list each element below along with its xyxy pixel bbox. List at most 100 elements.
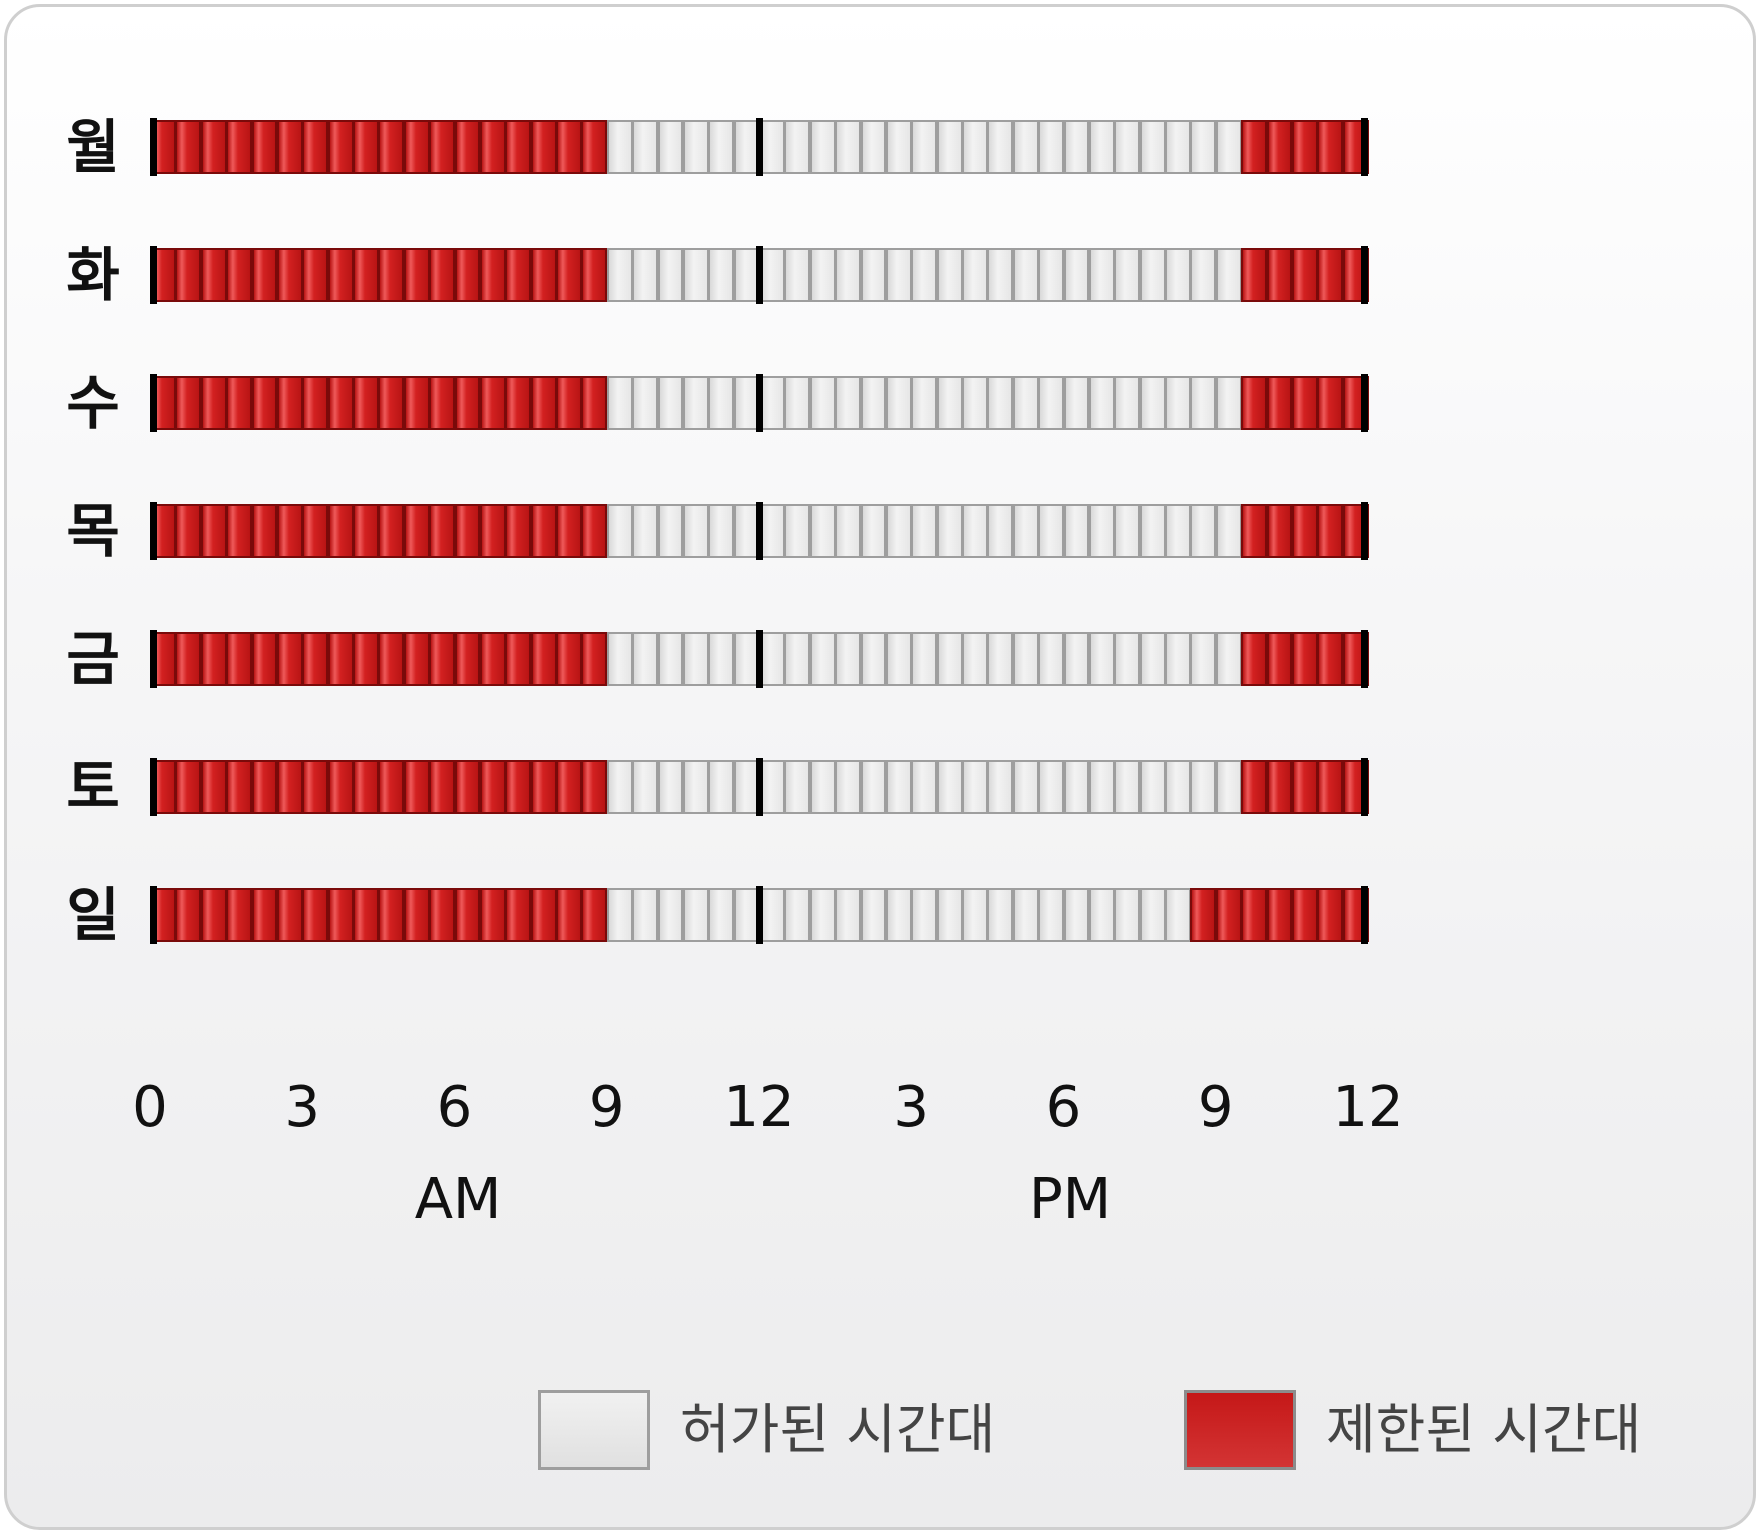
- time-slot[interactable]: [1114, 248, 1141, 302]
- time-slot[interactable]: [885, 888, 912, 942]
- time-slot[interactable]: [936, 120, 963, 174]
- time-slot[interactable]: [581, 504, 608, 558]
- time-slot[interactable]: [1088, 120, 1115, 174]
- time-slot[interactable]: [429, 760, 456, 814]
- time-slot[interactable]: [403, 760, 430, 814]
- time-slot[interactable]: [429, 888, 456, 942]
- time-slot[interactable]: [936, 888, 963, 942]
- time-slot[interactable]: [276, 248, 303, 302]
- time-slot[interactable]: [1114, 376, 1141, 430]
- time-slot[interactable]: [657, 632, 684, 686]
- time-slot[interactable]: [1165, 888, 1191, 942]
- time-slot[interactable]: [835, 120, 862, 174]
- time-slot[interactable]: [226, 248, 253, 302]
- time-slot[interactable]: [860, 632, 887, 686]
- time-slot[interactable]: [1038, 632, 1065, 686]
- time-slot[interactable]: [962, 504, 988, 558]
- time-slot[interactable]: [632, 760, 659, 814]
- time-slot[interactable]: [378, 120, 405, 174]
- time-slot[interactable]: [353, 760, 379, 814]
- time-slot[interactable]: [1063, 248, 1090, 302]
- time-slot[interactable]: [835, 760, 862, 814]
- time-slot[interactable]: [378, 888, 405, 942]
- time-slot[interactable]: [1012, 632, 1039, 686]
- time-slot[interactable]: [1063, 760, 1090, 814]
- time-slot[interactable]: [454, 504, 481, 558]
- time-slot[interactable]: [936, 248, 963, 302]
- time-slot[interactable]: [175, 248, 202, 302]
- time-slot[interactable]: [1165, 248, 1191, 302]
- time-slot[interactable]: [962, 376, 988, 430]
- time-slot[interactable]: [1291, 248, 1318, 302]
- time-slot[interactable]: [1038, 120, 1065, 174]
- time-slot[interactable]: [987, 888, 1014, 942]
- time-slot[interactable]: [759, 120, 785, 174]
- time-slot[interactable]: [1114, 504, 1141, 558]
- time-slot[interactable]: [911, 504, 938, 558]
- time-slot[interactable]: [911, 632, 938, 686]
- time-slot[interactable]: [479, 120, 506, 174]
- time-slot[interactable]: [1038, 248, 1065, 302]
- time-slot[interactable]: [479, 376, 506, 430]
- time-slot[interactable]: [1190, 888, 1217, 942]
- time-slot[interactable]: [454, 376, 481, 430]
- time-slot[interactable]: [505, 120, 532, 174]
- time-slot[interactable]: [809, 248, 836, 302]
- time-slot[interactable]: [276, 504, 303, 558]
- time-slot[interactable]: [657, 504, 684, 558]
- time-slot[interactable]: [556, 376, 582, 430]
- time-slot[interactable]: [1317, 888, 1344, 942]
- time-slot[interactable]: [276, 376, 303, 430]
- time-slot[interactable]: [429, 632, 456, 686]
- time-slot[interactable]: [911, 376, 938, 430]
- time-slot[interactable]: [454, 248, 481, 302]
- time-slot[interactable]: [784, 760, 811, 814]
- time-slot[interactable]: [657, 248, 684, 302]
- time-slot[interactable]: [1190, 632, 1217, 686]
- time-slot[interactable]: [759, 248, 785, 302]
- time-slot[interactable]: [1241, 504, 1268, 558]
- time-slot[interactable]: [200, 632, 227, 686]
- time-slot[interactable]: [885, 120, 912, 174]
- time-slot[interactable]: [1266, 120, 1293, 174]
- time-slot[interactable]: [1012, 120, 1039, 174]
- time-slot[interactable]: [251, 504, 278, 558]
- time-slot[interactable]: [200, 120, 227, 174]
- time-slot[interactable]: [1088, 760, 1115, 814]
- time-slot[interactable]: [302, 632, 329, 686]
- time-slot[interactable]: [1114, 760, 1141, 814]
- time-slot[interactable]: [936, 632, 963, 686]
- time-slot[interactable]: [581, 248, 608, 302]
- time-slot[interactable]: [175, 376, 202, 430]
- time-slot[interactable]: [403, 504, 430, 558]
- time-slot[interactable]: [403, 376, 430, 430]
- time-slot[interactable]: [682, 632, 709, 686]
- time-slot[interactable]: [226, 120, 253, 174]
- time-slot[interactable]: [302, 248, 329, 302]
- time-slot[interactable]: [302, 376, 329, 430]
- time-slot[interactable]: [302, 888, 329, 942]
- time-slot[interactable]: [1088, 632, 1115, 686]
- time-slot[interactable]: [353, 376, 379, 430]
- time-slot[interactable]: [226, 376, 253, 430]
- time-slot[interactable]: [1012, 888, 1039, 942]
- time-slot[interactable]: [682, 760, 709, 814]
- time-slot[interactable]: [479, 248, 506, 302]
- time-slot[interactable]: [505, 504, 532, 558]
- time-slot[interactable]: [962, 632, 988, 686]
- time-slot[interactable]: [556, 120, 582, 174]
- time-slot[interactable]: [556, 632, 582, 686]
- time-slot[interactable]: [429, 504, 456, 558]
- time-slot[interactable]: [1190, 376, 1217, 430]
- time-slot[interactable]: [327, 376, 354, 430]
- time-slot[interactable]: [784, 120, 811, 174]
- time-slot[interactable]: [1215, 504, 1242, 558]
- time-slot[interactable]: [1266, 248, 1293, 302]
- time-slot[interactable]: [530, 120, 557, 174]
- time-slot[interactable]: [327, 760, 354, 814]
- time-slot[interactable]: [175, 888, 202, 942]
- time-slot[interactable]: [1215, 888, 1242, 942]
- time-slot[interactable]: [708, 248, 735, 302]
- time-slot[interactable]: [936, 376, 963, 430]
- time-slot[interactable]: [632, 248, 659, 302]
